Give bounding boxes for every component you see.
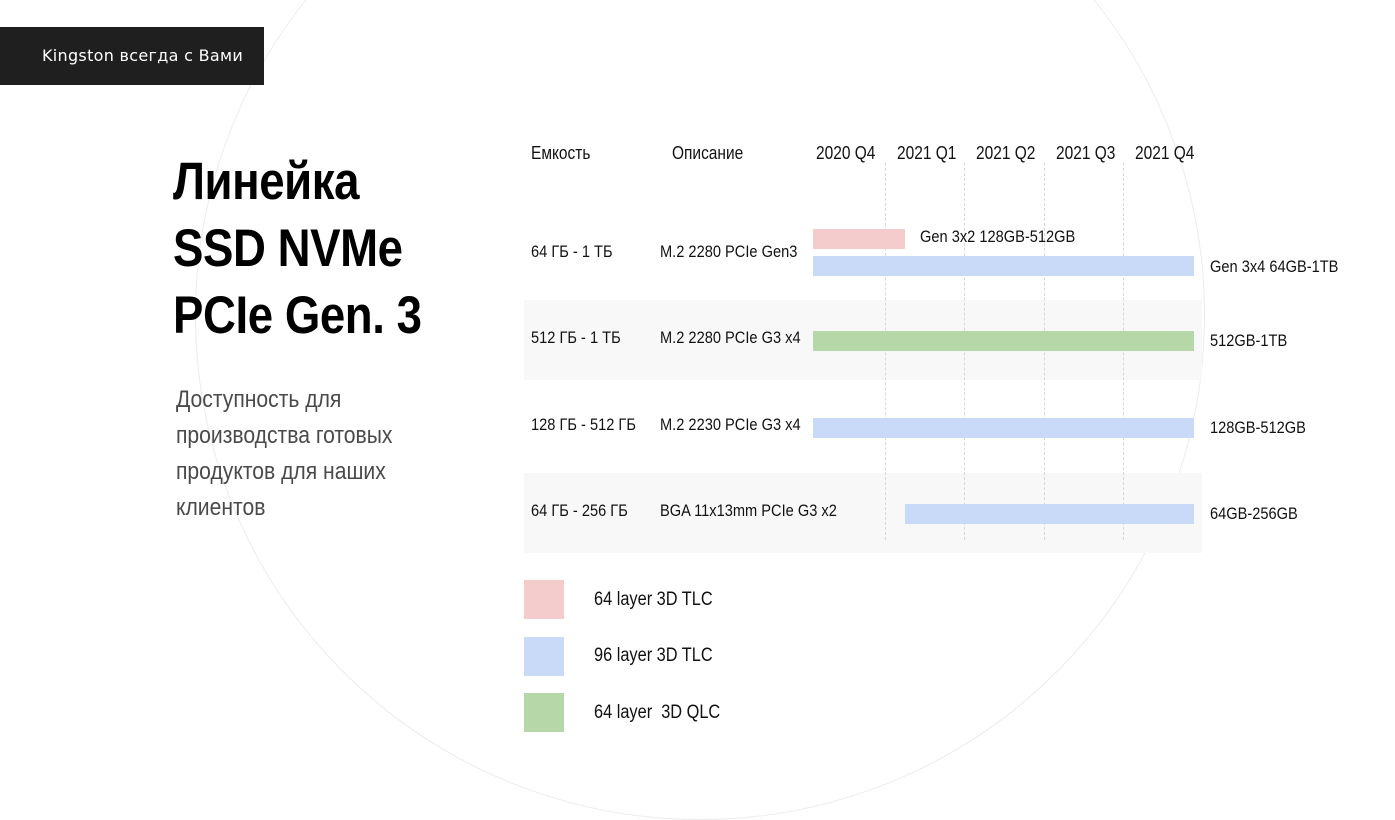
legend-swatch	[524, 637, 564, 676]
legend-label: 64 layer 3D TLC	[594, 589, 713, 610]
title-line-1: Линейка	[173, 152, 360, 211]
header-description: Описание	[672, 143, 744, 163]
timeline-bar	[813, 229, 905, 249]
quarter-divider	[885, 163, 886, 540]
page-title: Линейка SSD NVMe PCIe Gen. 3	[173, 148, 422, 349]
timeline-bar	[813, 256, 1194, 276]
legend-swatch	[524, 693, 564, 732]
title-line-2: SSD NVMe	[173, 219, 403, 278]
quarter-divider	[1123, 163, 1124, 540]
header-capacity: Емкость	[531, 143, 591, 163]
brand-text: Kingston всегда с Вами	[42, 46, 244, 65]
description-cell: M.2 2280 PCIe Gen3	[660, 242, 798, 261]
legend-swatch	[524, 580, 564, 619]
capacity-cell: 512 ГБ - 1 ТБ	[531, 328, 621, 347]
capacity-cell: 64 ГБ - 1 ТБ	[531, 242, 613, 261]
legend-label: 96 layer 3D TLC	[594, 645, 713, 666]
header-quarter: 2021 Q3	[1056, 143, 1116, 163]
quarter-divider	[1044, 163, 1045, 540]
header-quarter: 2021 Q1	[897, 143, 957, 163]
description-cell: BGA 11x13mm PCIe G3 x2	[660, 501, 837, 520]
description-cell: M.2 2230 PCIe G3 x4	[660, 415, 801, 434]
description-cell: M.2 2280 PCIe G3 x4	[660, 328, 801, 347]
bar-label: Gen 3x4 64GB-1TB	[1210, 257, 1339, 276]
brand-banner: Kingston всегда с Вами	[0, 27, 264, 85]
bar-label: 512GB-1TB	[1210, 331, 1288, 350]
legend-label: 64 layer 3D QLC	[594, 702, 721, 723]
timeline-bar	[813, 418, 1194, 438]
quarter-divider	[964, 163, 965, 540]
header-quarter: 2021 Q4	[1135, 143, 1195, 163]
header-quarter: 2020 Q4	[816, 143, 876, 163]
timeline-bar	[905, 504, 1194, 524]
capacity-cell: 128 ГБ - 512 ГБ	[531, 415, 636, 434]
timeline-bar	[813, 331, 1194, 351]
bar-label: 64GB-256GB	[1210, 504, 1298, 523]
subtitle: Доступность для производства готовых про…	[176, 386, 393, 521]
header-quarter: 2021 Q2	[976, 143, 1036, 163]
title-line-3: PCIe Gen. 3	[173, 286, 422, 345]
bar-label: Gen 3x2 128GB-512GB	[920, 227, 1076, 246]
capacity-cell: 64 ГБ - 256 ГБ	[531, 501, 628, 520]
bar-label: 128GB-512GB	[1210, 418, 1306, 437]
